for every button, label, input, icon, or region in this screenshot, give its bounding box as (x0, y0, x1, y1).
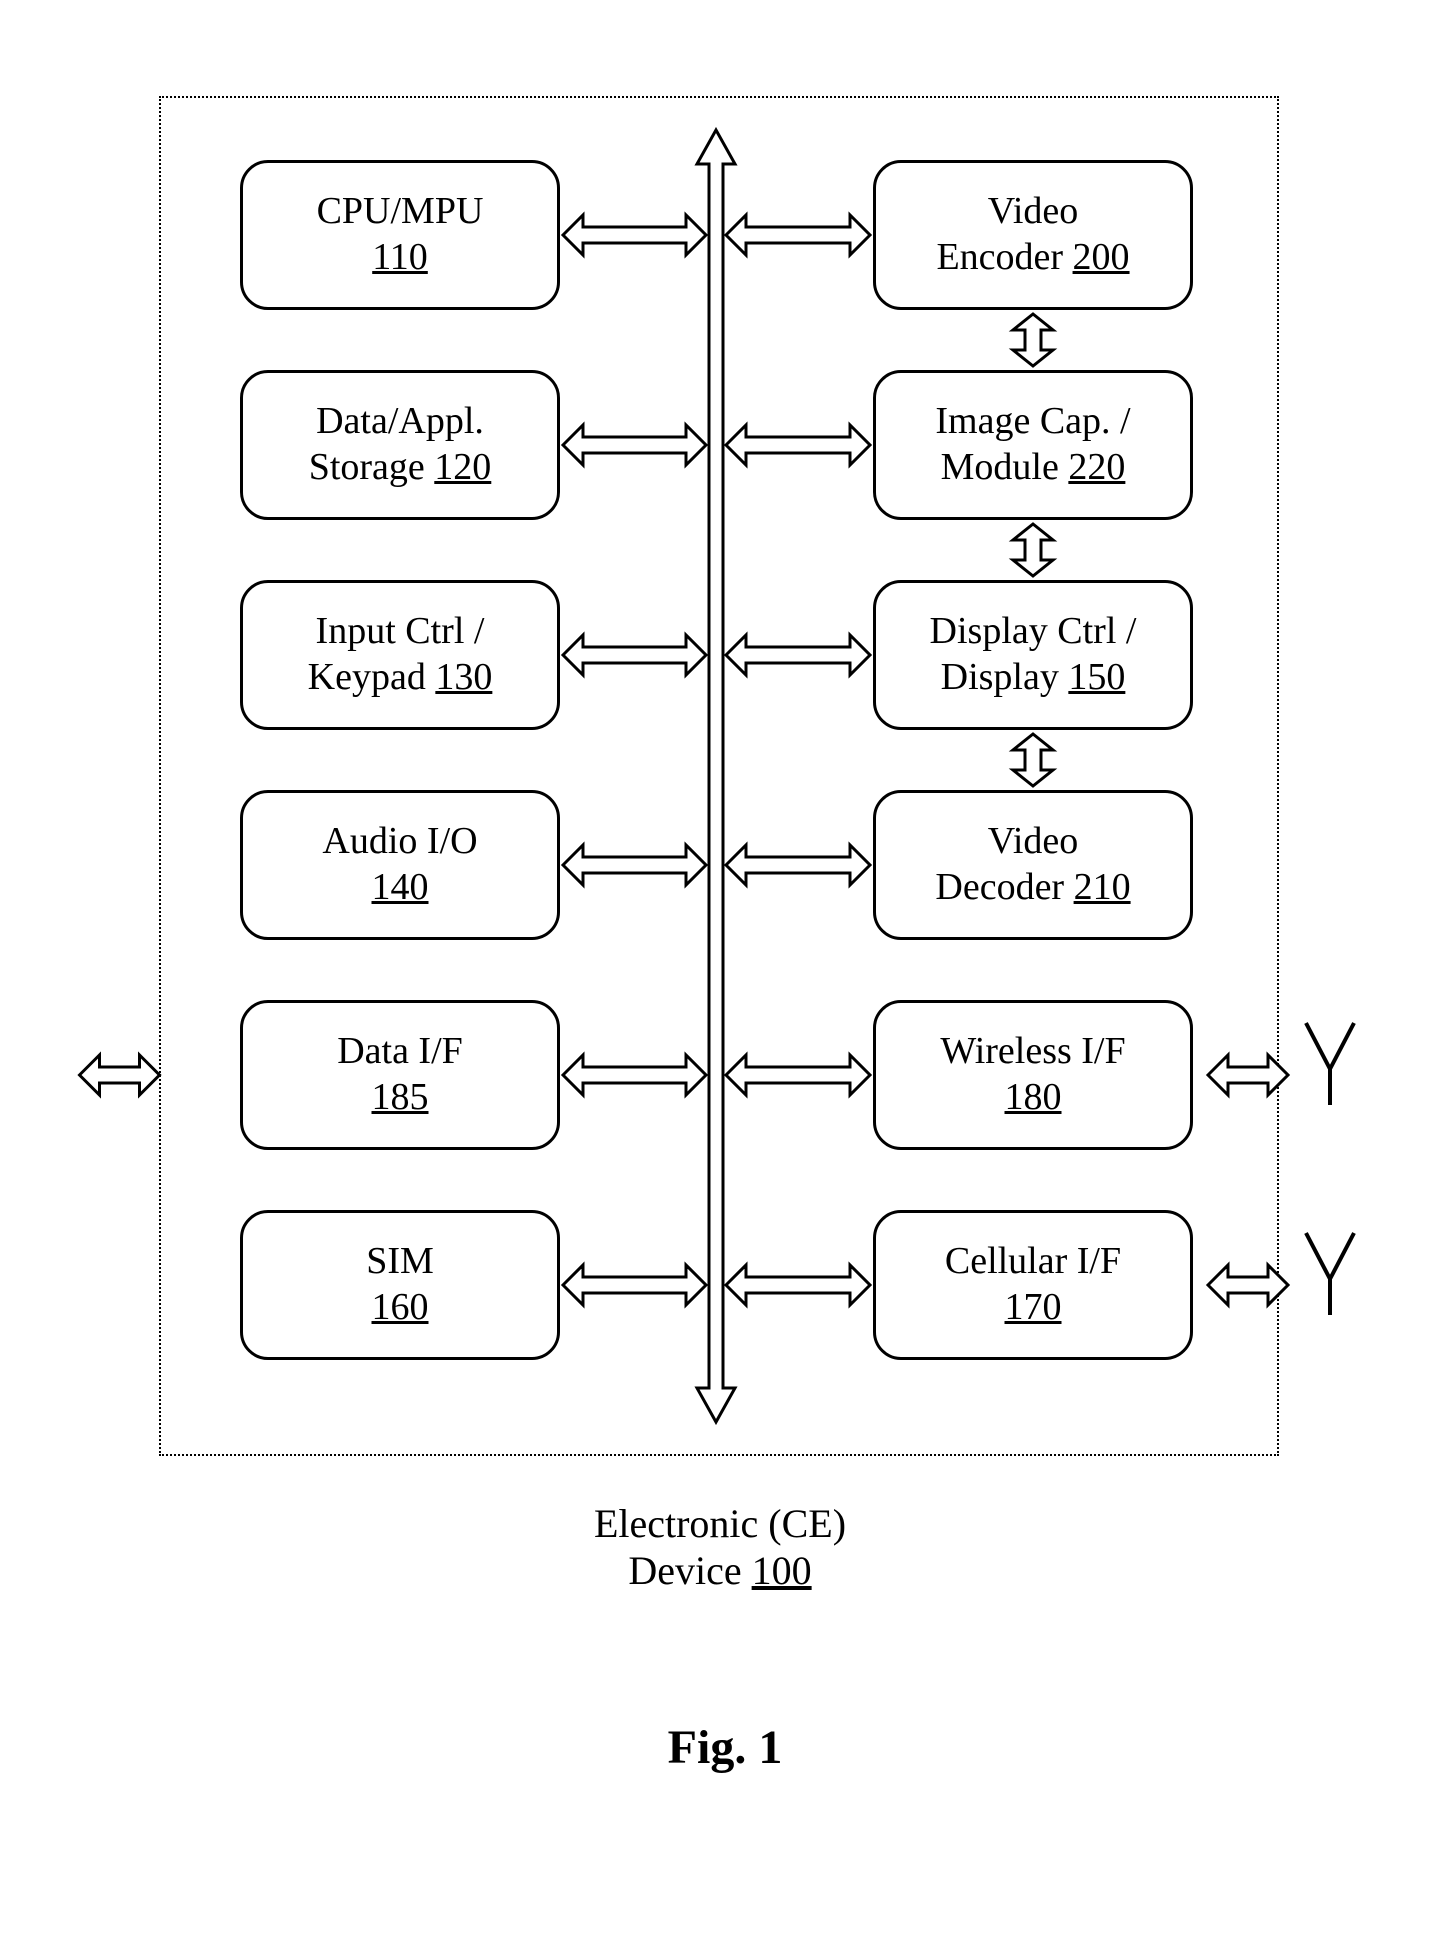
label: Wireless I/F (940, 1030, 1125, 1072)
block-dataif: Data I/F 185 (240, 1000, 560, 1150)
refnum: 170 (1005, 1286, 1062, 1328)
refnum: 180 (1005, 1076, 1062, 1118)
refnum: 160 (372, 1286, 429, 1328)
refnum: 220 (1068, 446, 1125, 488)
block-input: Input Ctrl /Keypad 130 (240, 580, 560, 730)
block-vdec: VideoDecoder 210 (873, 790, 1193, 940)
device-caption: Electronic (CE) Device 100 (520, 1500, 920, 1594)
diagram-canvas: CPU/MPU 110 Data/Appl.Storage 120 Input … (40, 40, 1410, 1899)
block-venc: VideoEncoder 200 (873, 160, 1193, 310)
block-disp: Display Ctrl /Display 150 (873, 580, 1193, 730)
label: Audio I/O (322, 820, 477, 862)
label: SIM (366, 1240, 434, 1282)
caption-line1: Electronic (CE) (520, 1500, 920, 1547)
refnum: 110 (372, 236, 428, 278)
label: VideoEncoder (936, 190, 1078, 278)
block-imgcap: Image Cap. /Module 220 (873, 370, 1193, 520)
block-cell: Cellular I/F 170 (873, 1210, 1193, 1360)
refnum: 150 (1068, 656, 1125, 698)
label: CPU/MPU (317, 190, 484, 232)
block-wifi: Wireless I/F 180 (873, 1000, 1193, 1150)
caption-line2: Device (628, 1548, 751, 1593)
block-audio: Audio I/O 140 (240, 790, 560, 940)
refnum: 185 (372, 1076, 429, 1118)
refnum: 140 (372, 866, 429, 908)
refnum: 200 (1073, 236, 1130, 278)
label: Data I/F (337, 1030, 463, 1072)
caption-refnum: 100 (752, 1548, 812, 1593)
figure-label: Fig. 1 (575, 1720, 875, 1775)
block-cpu: CPU/MPU 110 (240, 160, 560, 310)
refnum: 120 (434, 446, 491, 488)
refnum: 130 (435, 656, 492, 698)
block-sim: SIM 160 (240, 1210, 560, 1360)
refnum: 210 (1074, 866, 1131, 908)
block-storage: Data/Appl.Storage 120 (240, 370, 560, 520)
label: VideoDecoder (935, 820, 1078, 908)
label: Cellular I/F (945, 1240, 1121, 1282)
